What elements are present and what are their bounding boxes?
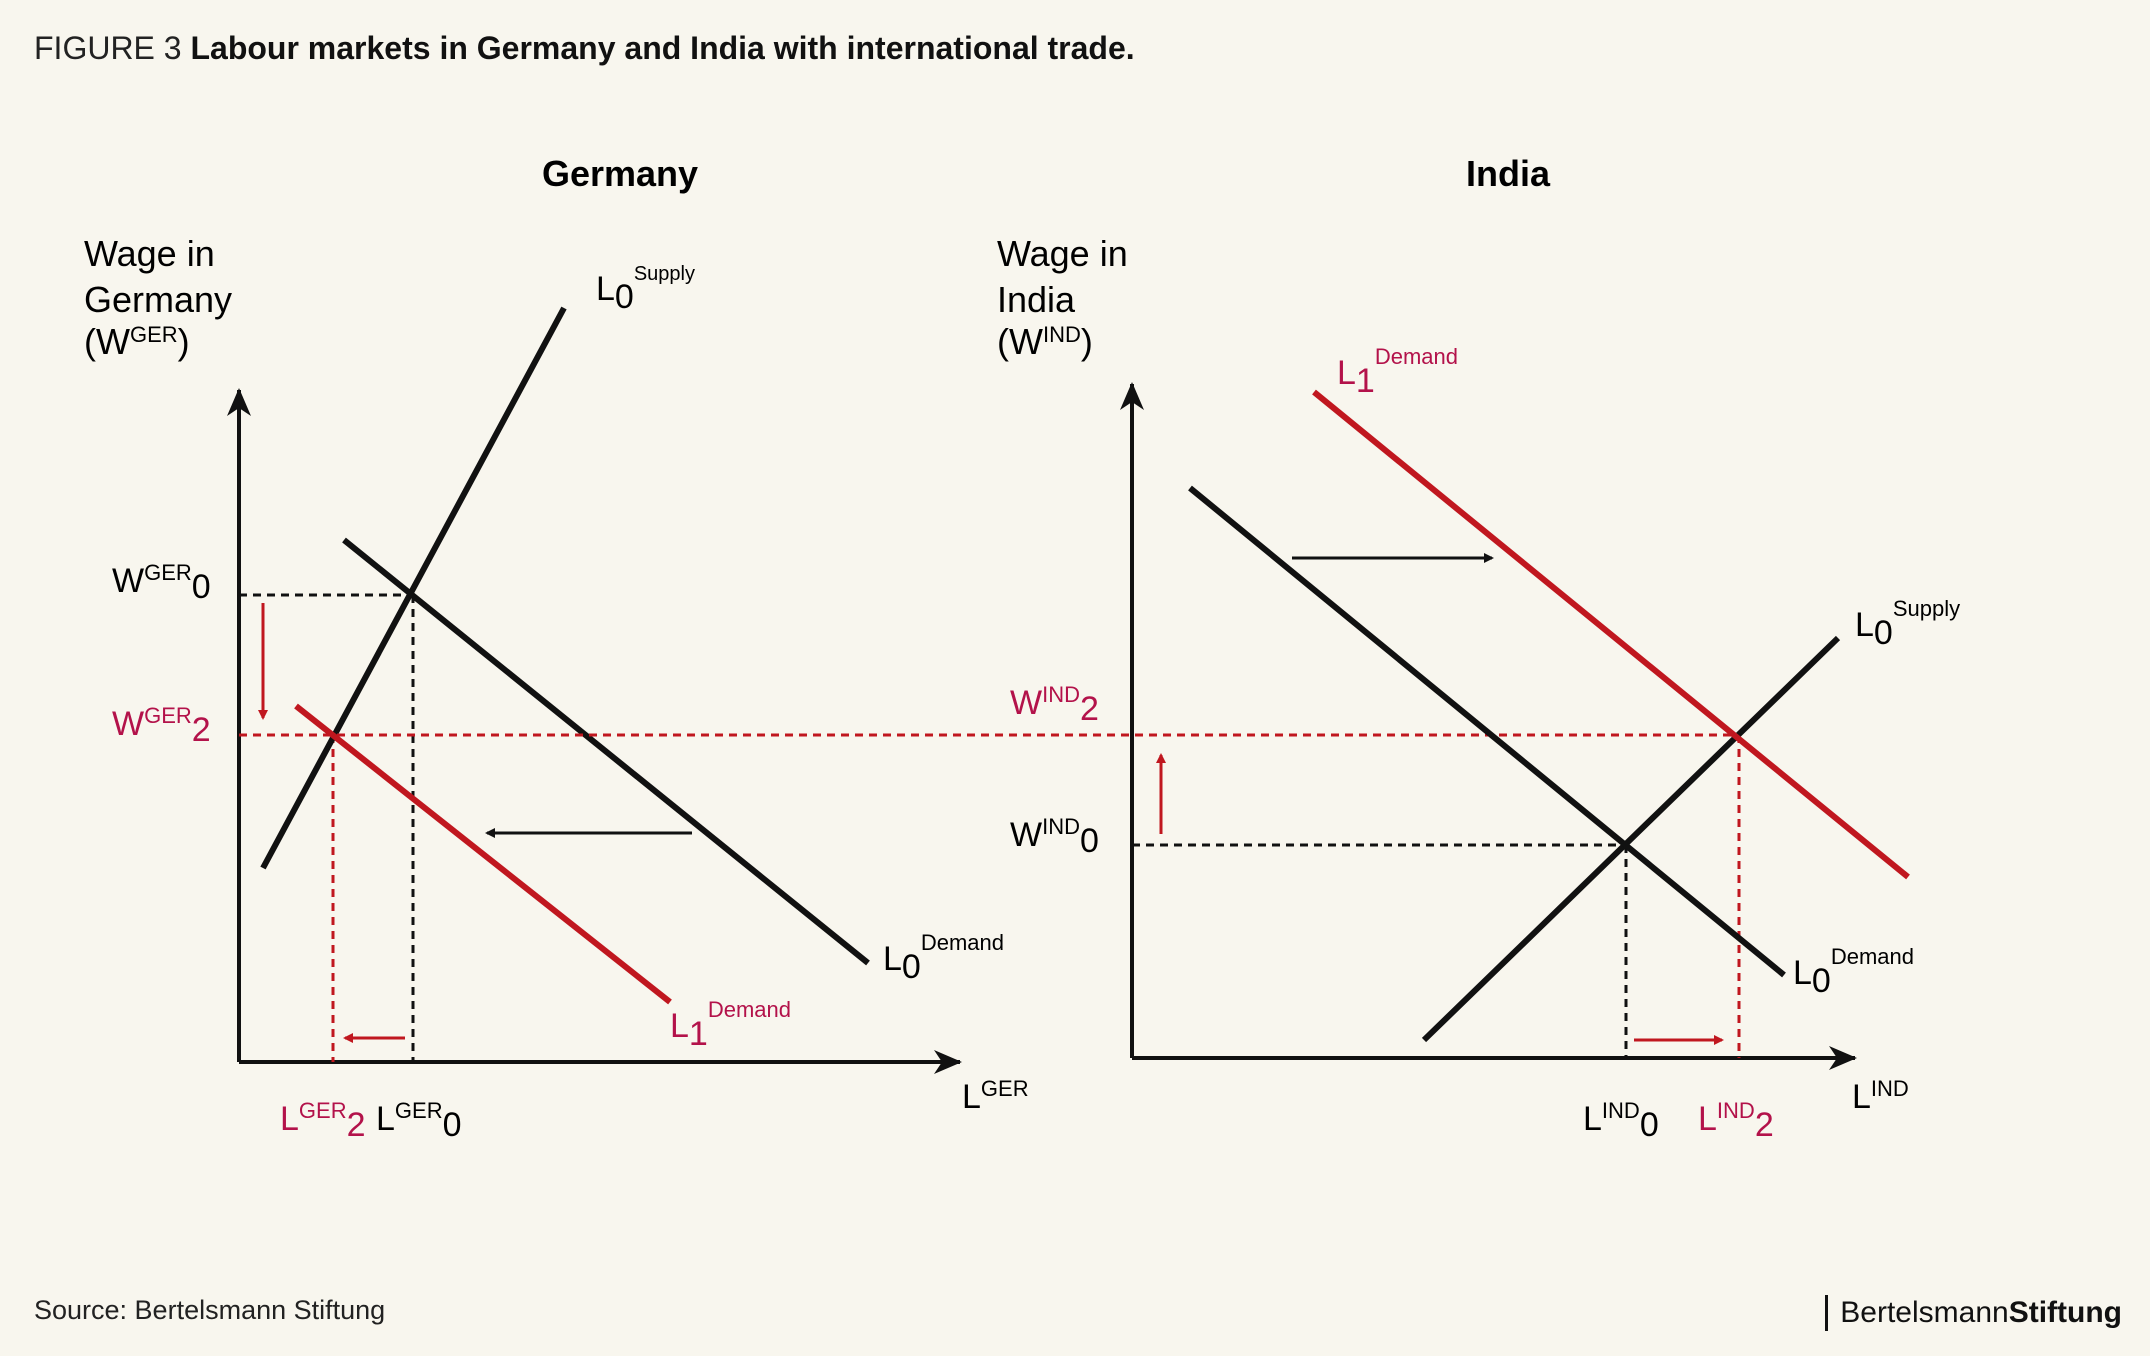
germany-ylabel-line1: Wage in (84, 233, 215, 274)
germany-demand0-label: L0Demand (883, 930, 1004, 986)
figure-caption: Labour markets in Germany and India with… (190, 30, 1135, 66)
india-supply-curve (1421, 635, 1841, 1043)
germany-lab0-label: LGER0 (376, 1098, 462, 1144)
india-xlabel: LIND (1852, 1076, 1909, 1116)
germany-wage0-label: WGER0 (112, 560, 211, 606)
germany-ylabel-symbol: (WGER) (84, 321, 190, 362)
india-lab0-label: LIND0 (1583, 1098, 1659, 1144)
india-wage2-label: WIND2 (1010, 682, 1099, 728)
germany-demand1-curve (294, 703, 672, 1005)
brand-part1: Bertelsmann (1840, 1296, 2009, 1329)
india-wage0-label: WIND0 (1010, 814, 1099, 860)
figure-title: FIGURE 3 Labour markets in Germany and I… (34, 30, 1135, 67)
india-lab2-label: LIND2 (1698, 1098, 1774, 1144)
germany-wage2-label: WGER2 (112, 703, 211, 749)
germany-panel: Wage in Germany (WGER) L0Supply L0Demand… (84, 233, 1029, 1144)
germany-panel-title: Germany (542, 153, 698, 194)
germany-lab2-label: LGER2 (280, 1098, 366, 1144)
india-ylabel-line2: India (997, 279, 1076, 320)
figure-number: FIGURE 3 (34, 30, 182, 66)
india-demand1-curve (1312, 389, 1910, 880)
brand-logo: BertelsmannStiftung (1825, 1295, 2122, 1331)
germany-supply-curve (260, 306, 567, 870)
india-demand1-label: L1Demand (1337, 344, 1458, 400)
india-ylabel-symbol: (WIND) (997, 321, 1093, 362)
source-note: Source: Bertelsmann Stiftung (34, 1295, 386, 1325)
brand-part2: Stiftung (2008, 1296, 2122, 1329)
germany-demand0-curve (342, 537, 870, 966)
india-supply-label: L0Supply (1855, 596, 1960, 652)
india-demand0-label: L0Demand (1793, 944, 1914, 1000)
germany-xlabel: LGER (962, 1076, 1029, 1116)
india-panel-title: India (1466, 153, 1551, 194)
germany-ylabel-line2: Germany (84, 279, 232, 320)
india-ylabel-line1: Wage in (997, 233, 1128, 274)
india-demand0-curve (1188, 485, 1786, 978)
germany-demand1-label: L1Demand (670, 997, 791, 1053)
india-panel: Wage in India (WIND) L1Demand L0Supply L… (997, 233, 1960, 1144)
germany-supply-label: L0Supply (596, 263, 695, 316)
